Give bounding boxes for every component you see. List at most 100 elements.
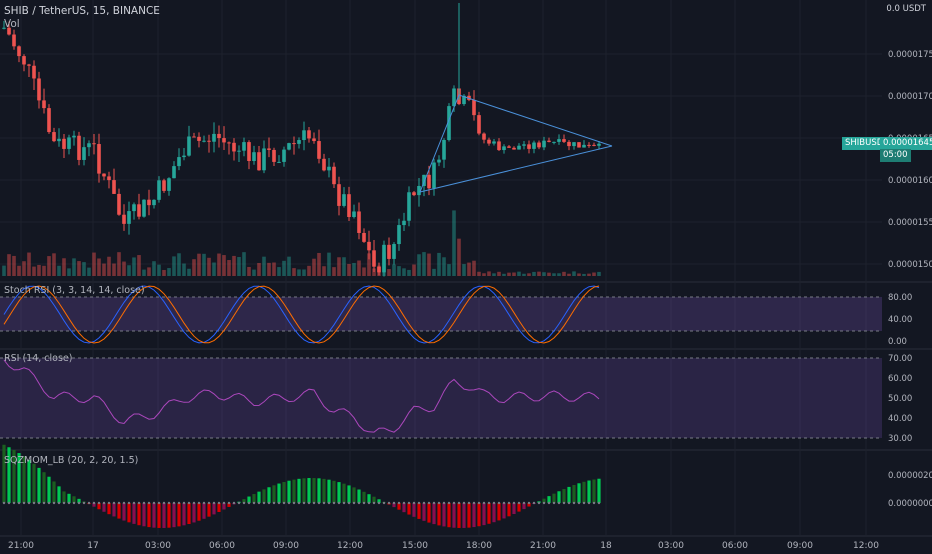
volume-bar bbox=[557, 273, 561, 276]
volume-bar bbox=[187, 268, 191, 276]
time-tick-label: 12:00 bbox=[853, 541, 879, 550]
squeeze-dot bbox=[122, 501, 126, 505]
momentum-bar bbox=[377, 499, 381, 503]
candle-body bbox=[487, 139, 491, 144]
volume-bar bbox=[47, 256, 51, 276]
sqzmom-label[interactable]: SQZMOM_LB (20, 2, 20, 1.5) bbox=[4, 455, 139, 466]
time-tick-label: 06:00 bbox=[209, 541, 235, 550]
momentum-bar bbox=[212, 503, 216, 515]
volume-bar bbox=[207, 257, 211, 276]
candle-body bbox=[422, 174, 426, 186]
squeeze-dot bbox=[217, 501, 221, 505]
momentum-bar bbox=[477, 503, 481, 527]
volume-bar bbox=[487, 271, 491, 276]
squeeze-dot bbox=[487, 501, 491, 505]
candle-body bbox=[47, 108, 51, 133]
momentum-bar bbox=[137, 503, 141, 526]
candle-body bbox=[522, 144, 526, 146]
currency-label[interactable]: 0.0 USDT bbox=[886, 4, 926, 14]
momentum-bar bbox=[417, 503, 421, 519]
squeeze-dot bbox=[397, 501, 401, 505]
rsi-tick-label: 40.00 bbox=[888, 414, 912, 424]
momentum-bar bbox=[582, 481, 586, 503]
candle-body bbox=[327, 166, 331, 171]
squeeze-dot bbox=[432, 501, 436, 505]
volume-bar bbox=[127, 265, 131, 276]
volume-bar bbox=[62, 258, 66, 276]
momentum-bar bbox=[557, 491, 561, 503]
candle-body bbox=[92, 143, 96, 145]
momentum-bar bbox=[337, 482, 341, 503]
momentum-bar bbox=[592, 479, 596, 503]
squeeze-dot bbox=[162, 501, 166, 505]
candle-body bbox=[512, 147, 516, 150]
squeeze-dot bbox=[592, 501, 596, 505]
candle-body bbox=[7, 27, 11, 35]
volume-bar bbox=[397, 266, 401, 276]
squeeze-dot bbox=[422, 501, 426, 505]
squeeze-dot bbox=[412, 501, 416, 505]
squeeze-dot bbox=[417, 501, 421, 505]
momentum-bar bbox=[402, 503, 406, 513]
momentum-bar bbox=[372, 496, 376, 503]
rsi-line bbox=[3, 359, 600, 433]
momentum-bar bbox=[517, 503, 521, 512]
squeeze-dot bbox=[177, 501, 181, 505]
momentum-bar bbox=[342, 483, 346, 503]
squeeze-dot bbox=[457, 501, 461, 505]
squeeze-dot bbox=[137, 501, 141, 505]
rsi-label[interactable]: RSI (14, close) bbox=[4, 353, 73, 364]
candlesticks bbox=[2, 3, 601, 277]
squeeze-dot bbox=[402, 501, 406, 505]
sqzmom-pane bbox=[2, 444, 601, 528]
momentum-bar bbox=[127, 503, 131, 523]
candle-body bbox=[372, 250, 376, 267]
squeeze-dot bbox=[82, 501, 86, 505]
stoch-tick-label: 40.00 bbox=[888, 315, 912, 325]
volume-bar bbox=[7, 254, 11, 276]
momentum-bar bbox=[462, 503, 466, 528]
momentum-bar bbox=[522, 503, 526, 510]
candle-body bbox=[597, 143, 601, 146]
squeeze-dot bbox=[262, 501, 266, 505]
candle-body bbox=[357, 211, 361, 233]
squeeze-dot bbox=[172, 501, 176, 505]
volume-bar bbox=[247, 266, 251, 276]
momentum-bar bbox=[172, 503, 176, 528]
momentum-bar bbox=[367, 494, 371, 503]
volume-bar bbox=[332, 267, 336, 276]
squeeze-dot bbox=[47, 501, 51, 505]
volume-bar bbox=[442, 257, 446, 276]
candle-body bbox=[277, 161, 281, 163]
squeeze-dot bbox=[257, 501, 261, 505]
candle-body bbox=[592, 144, 596, 146]
stoch-tick-label: 80.00 bbox=[888, 293, 912, 303]
candle-body bbox=[427, 174, 431, 189]
time-tick-label: 12:00 bbox=[337, 541, 363, 550]
candle-body bbox=[447, 106, 451, 140]
volume-bar bbox=[432, 268, 436, 276]
volume-label[interactable]: Vol bbox=[4, 18, 20, 30]
volume-bar bbox=[72, 258, 76, 276]
squeeze-dot bbox=[317, 501, 321, 505]
volume-bar bbox=[367, 253, 371, 276]
momentum-bar bbox=[482, 503, 486, 526]
candle-body bbox=[222, 138, 226, 143]
squeeze-dot bbox=[372, 501, 376, 505]
momentum-bar bbox=[317, 478, 321, 503]
squeeze-dot bbox=[362, 501, 366, 505]
volume-bar bbox=[42, 265, 46, 276]
squeeze-dot bbox=[132, 501, 136, 505]
candle-body bbox=[542, 140, 546, 148]
momentum-bar bbox=[217, 503, 221, 512]
volume-bar bbox=[402, 268, 406, 276]
candle-body bbox=[187, 136, 191, 156]
squeeze-dot bbox=[272, 501, 276, 505]
volume-bar bbox=[592, 272, 596, 276]
candle-body bbox=[397, 225, 401, 245]
momentum-bar bbox=[552, 493, 556, 503]
stoch-rsi-label[interactable]: Stoch RSI (3, 3, 14, 14, close) bbox=[4, 285, 145, 296]
symbol-title[interactable]: SHIB / TetherUS, 15, BINANCE bbox=[4, 5, 160, 17]
